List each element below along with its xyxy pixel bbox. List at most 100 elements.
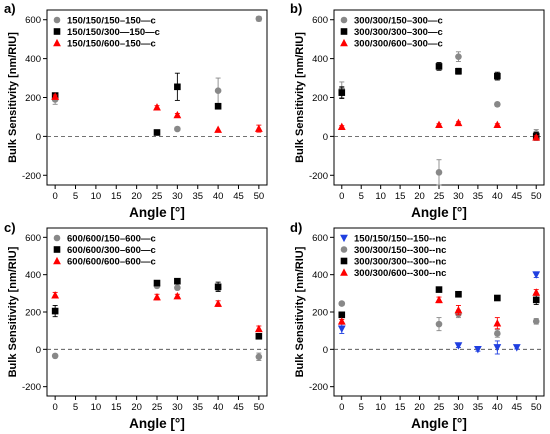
data-point xyxy=(214,87,222,94)
x-tick-label: 40 xyxy=(492,402,503,413)
data-point xyxy=(454,118,463,127)
series-2 xyxy=(337,118,541,141)
y-axis-label: Bulk Sensitivity [nm/RIU] xyxy=(7,246,19,377)
data-point xyxy=(532,288,541,296)
data-point xyxy=(532,271,541,279)
legend-label: 300/300/600–300—c xyxy=(354,39,443,50)
data-point xyxy=(153,292,161,301)
y-tick-label: 600 xyxy=(25,15,41,26)
y-tick-label: 400 xyxy=(25,54,41,65)
y-tick-label: 200 xyxy=(312,308,328,319)
x-tick-label: 5 xyxy=(359,402,364,413)
data-point xyxy=(454,306,463,314)
data-point xyxy=(51,307,59,315)
data-point xyxy=(337,317,346,325)
legend-marker xyxy=(340,16,348,24)
data-point xyxy=(532,296,540,304)
legend-label: 600/600/300–600—c xyxy=(67,245,156,256)
series-0 xyxy=(337,271,541,355)
data-point xyxy=(338,311,346,319)
chart-panel-c: 0 5 10 15 20 25 30 35 40 45 50 -200 0 200 400 600 Angle … xyxy=(4,220,268,431)
series-1 xyxy=(338,62,540,141)
x-tick-label: 10 xyxy=(91,191,102,202)
y-tick-label: 200 xyxy=(25,308,41,319)
legend-label: 150/150/600–150—c xyxy=(67,39,156,50)
data-point xyxy=(512,344,521,352)
series-2 xyxy=(338,286,540,319)
x-tick-label: 10 xyxy=(375,191,386,202)
legend-label: 300/300/600--300--nc xyxy=(354,268,446,279)
y-tick-label: 0 xyxy=(323,132,328,143)
data-point xyxy=(493,120,502,129)
x-tick-label: 45 xyxy=(233,402,244,413)
x-tick-label: 35 xyxy=(192,191,203,202)
data-point xyxy=(493,344,502,352)
x-tick-label: 30 xyxy=(172,402,183,413)
data-point xyxy=(173,110,182,119)
legend: 300/300/150–300—c300/300/300–300—c300/30… xyxy=(340,16,443,50)
y-tick-label: 600 xyxy=(25,233,41,244)
data-point xyxy=(338,300,346,307)
data-point xyxy=(153,279,161,287)
y-tick-label: 400 xyxy=(312,270,328,281)
x-tick-label: 40 xyxy=(213,402,224,413)
data-point xyxy=(214,299,223,307)
y-tick-label: -200 xyxy=(22,171,41,182)
legend-marker xyxy=(53,38,61,47)
x-tick-label: 0 xyxy=(52,402,57,413)
x-tick-label: 20 xyxy=(414,191,425,202)
legend-label: 150/150/150--150--nc xyxy=(354,234,446,245)
y-tick-label: 600 xyxy=(312,233,328,244)
x-tick-label: 15 xyxy=(111,402,122,413)
x-tick-label: 20 xyxy=(414,402,425,413)
legend-label: 300/300/300--300--nc xyxy=(354,257,446,268)
x-axis-label: Angle [°] xyxy=(411,416,467,431)
data-point xyxy=(435,320,443,328)
series-2 xyxy=(51,291,263,333)
legend-marker xyxy=(53,16,61,24)
panel-label: c) xyxy=(4,220,16,235)
data-point xyxy=(254,324,263,333)
x-axis-label: Angle [°] xyxy=(129,416,185,431)
x-axis-label: Angle [°] xyxy=(411,205,467,220)
data-point xyxy=(173,292,182,300)
data-point xyxy=(153,103,161,111)
data-point xyxy=(214,283,222,291)
x-tick-label: 50 xyxy=(254,191,265,202)
x-tick-label: 0 xyxy=(339,191,344,202)
x-tick-label: 0 xyxy=(52,191,57,202)
x-tick-label: 45 xyxy=(511,402,522,413)
series-0 xyxy=(338,51,540,186)
legend-marker xyxy=(340,268,348,276)
x-tick-label: 35 xyxy=(473,402,484,413)
data-point xyxy=(532,133,541,141)
y-tick-label: 400 xyxy=(25,270,41,281)
legend: 150/150/150–150—c150/150/300—150—c150/15… xyxy=(53,16,160,50)
data-point xyxy=(255,353,263,361)
x-tick-label: 5 xyxy=(73,402,78,413)
x-tick-label: 25 xyxy=(152,402,163,413)
x-tick-label: 45 xyxy=(233,191,244,202)
legend-label: 300/300/300–300—c xyxy=(354,27,443,38)
x-tick-label: 50 xyxy=(254,402,265,413)
data-point xyxy=(435,169,443,176)
x-tick-label: 50 xyxy=(531,191,542,202)
data-point xyxy=(455,67,462,75)
y-axis-label: Bulk Sensitivity [nm/RIU] xyxy=(294,32,306,163)
x-tick-label: 0 xyxy=(339,402,344,413)
data-point xyxy=(214,125,223,133)
data-point xyxy=(51,92,60,100)
x-tick-label: 20 xyxy=(131,191,142,202)
series-1 xyxy=(51,72,222,136)
data-point xyxy=(174,277,181,285)
data-point xyxy=(435,286,443,293)
panel-label: d) xyxy=(290,220,302,235)
x-tick-label: 40 xyxy=(213,191,224,202)
series-2 xyxy=(51,92,263,133)
legend-label: 600/600/600–600—c xyxy=(67,257,156,268)
chart-panel-d: 0 5 10 15 20 25 30 35 40 45 50 -200 0 200 400 600 Angle … xyxy=(290,220,545,431)
x-axis-label: Angle [°] xyxy=(129,205,185,220)
chart-panel-b: 0 5 10 15 20 25 30 35 40 45 50 -200 0 200 400 600 Angle … xyxy=(290,1,545,220)
y-axis-label: Bulk Sensitivity [nm/RIU] xyxy=(7,32,19,163)
